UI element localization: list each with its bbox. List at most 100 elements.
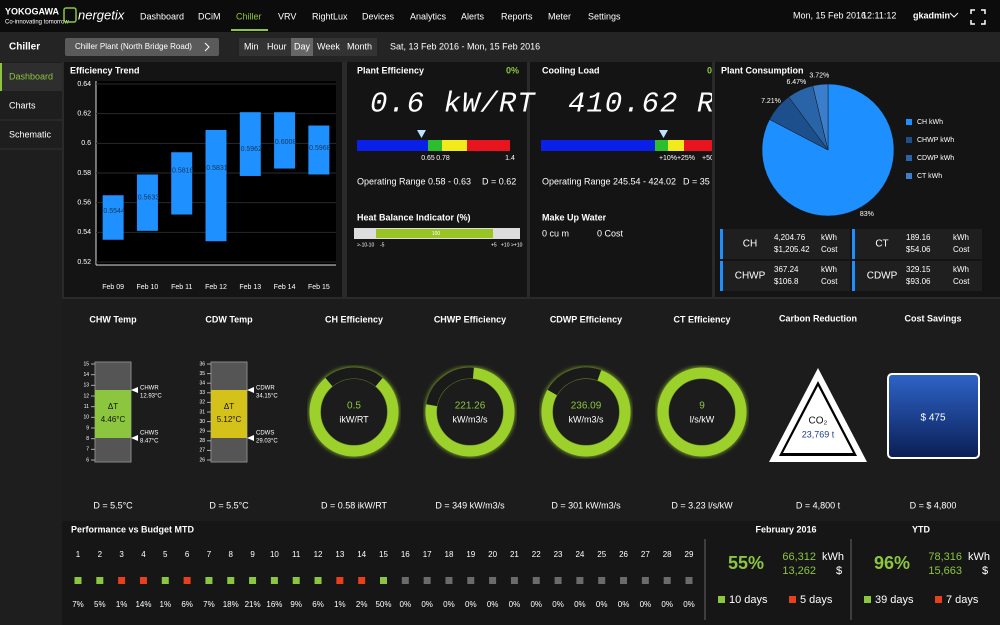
day-status: [620, 577, 628, 584]
panel: [347, 62, 527, 297]
day-pct: 0%: [683, 600, 695, 609]
nav-item[interactable]: Settings: [588, 11, 621, 21]
day-status: [576, 577, 584, 584]
scale-label: 1.4: [505, 155, 515, 162]
good-days: 10 days: [729, 594, 768, 606]
kpi-design: D = 3.23 l/s/kW: [671, 500, 733, 510]
day-pct: 0%: [574, 600, 586, 609]
carbon-label: CO₂: [809, 416, 828, 427]
nav-item[interactable]: Devices: [362, 11, 395, 21]
day-pct: 9%: [290, 600, 302, 609]
day-pct: 2%: [356, 600, 368, 609]
sidebar-item[interactable]: Schematic: [9, 129, 52, 139]
nav-item[interactable]: Analytics: [410, 11, 447, 21]
delta: 4.46°C: [101, 415, 126, 424]
top-bar: [0, 0, 1000, 32]
bar: [171, 152, 193, 215]
thermo-tick-label: 31: [199, 409, 205, 415]
brand: YOKOGAWA: [5, 6, 60, 16]
y-tick-label: 0.54: [77, 229, 91, 236]
day-pct: 7%: [72, 600, 84, 609]
day-number: 16: [401, 550, 410, 559]
range-button[interactable]: Month: [347, 41, 372, 51]
reading: 0.6 kW/RT: [370, 88, 536, 121]
good-days: 39 days: [875, 594, 914, 606]
nav-active: [231, 29, 268, 31]
good-swatch: [718, 596, 725, 603]
balance-label: +5: [491, 242, 497, 248]
day-status: [96, 577, 104, 584]
range-button[interactable]: Week: [317, 41, 340, 51]
day-status: [423, 577, 431, 584]
day-pct: 1%: [334, 600, 346, 609]
nav-item[interactable]: Dashboard: [140, 11, 184, 21]
summary-cost: 13,262: [782, 565, 816, 577]
thermo-tick-label: 29: [199, 429, 205, 435]
range-button[interactable]: Hour: [267, 41, 287, 51]
day-status: [249, 577, 257, 584]
day-number: 29: [685, 550, 694, 559]
scale-band: [541, 140, 655, 151]
day-pct: 0%: [530, 600, 542, 609]
cell-marker: [852, 229, 855, 259]
day-status: [139, 577, 147, 584]
plant-name: Chiller Plant (North Bridge Road): [75, 42, 192, 51]
thermo-tick-label: 11: [84, 404, 89, 410]
day-pct: 0%: [661, 600, 673, 609]
user-caret[interactable]: [949, 12, 959, 18]
kpi-title: CT Efficiency: [673, 314, 730, 324]
kpi-design: D = 301 kW/m3/s: [551, 500, 621, 510]
kpi-title: CHW Temp: [89, 314, 137, 324]
supply-label: CDWS: [256, 431, 274, 437]
kpi-design: D = 5.5°C: [209, 500, 249, 510]
fullscreen-icon[interactable]: [970, 9, 986, 25]
day-pct: 14%: [135, 600, 151, 609]
thermo-arrow: [131, 387, 138, 441]
day-status: [641, 577, 649, 584]
nav-item[interactable]: Meter: [548, 11, 571, 21]
nav-item[interactable]: Reports: [501, 11, 533, 21]
y-tick-label: 0.56: [77, 200, 91, 207]
panel: [530, 62, 712, 297]
change: 0%: [506, 65, 519, 75]
sidebar-item[interactable]: Charts: [9, 100, 36, 110]
change: 0%: [707, 65, 720, 75]
x-tick-label: Feb 13: [239, 284, 261, 291]
balance-label: -5: [380, 242, 385, 248]
day-pct: 0%: [596, 600, 608, 609]
thermo-tick-label: 36: [199, 361, 205, 367]
day-pct: 21%: [245, 600, 261, 609]
day-number: 14: [357, 550, 366, 559]
day-status: [161, 577, 169, 584]
chart-title: Efficiency Trend: [70, 65, 140, 75]
design: D = 35: [683, 176, 710, 186]
day-pct: 16%: [266, 600, 282, 609]
sidebar-item[interactable]: Dashboard: [9, 71, 53, 81]
nav-item[interactable]: DCiM: [198, 11, 221, 21]
range-button[interactable]: Day: [294, 41, 311, 51]
day-pct: 6%: [181, 600, 193, 609]
carbon-value: 23,769 t: [802, 429, 835, 439]
x-tick-label: Feb 12: [205, 284, 227, 291]
day-status: [314, 577, 322, 584]
day-number: 7: [207, 550, 212, 559]
plant-arrow: [204, 42, 210, 52]
day-pct: 0%: [640, 600, 652, 609]
gauge-center: [553, 379, 619, 445]
nav-item[interactable]: RightLux: [312, 11, 348, 21]
nav-item[interactable]: Alerts: [461, 11, 485, 21]
gauge-center: [669, 379, 735, 445]
day-pct: 50%: [375, 600, 391, 609]
day-number: 4: [141, 550, 146, 559]
user[interactable]: gkadmin: [913, 10, 950, 20]
bar: [136, 174, 158, 231]
plant-select[interactable]: [65, 38, 219, 56]
summary-pct: 96%: [874, 553, 910, 573]
performance-row: [62, 521, 1000, 625]
nav-item[interactable]: Chiller: [236, 11, 262, 21]
table-cell: [852, 261, 982, 291]
nav-item[interactable]: VRV: [278, 11, 296, 21]
range-button[interactable]: Min: [244, 41, 259, 51]
value-label: 0.5962: [241, 146, 263, 153]
cell-name: CT: [875, 239, 888, 250]
